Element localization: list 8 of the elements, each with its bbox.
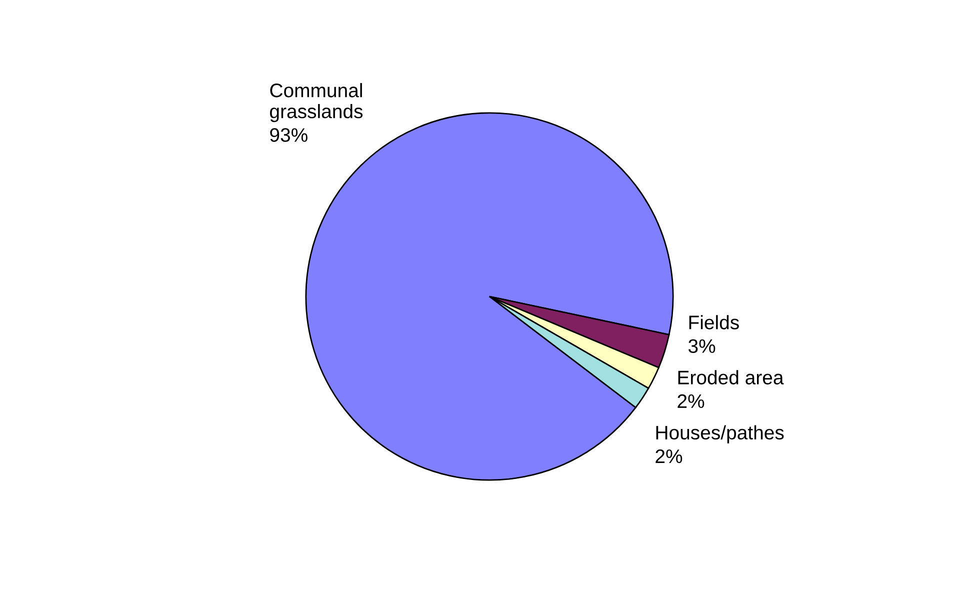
slice-label: Communal grasslands bbox=[270, 83, 363, 122]
slice-label: Eroded area bbox=[678, 370, 784, 384]
data-label: 93% bbox=[270, 128, 308, 142]
slice-label: Houses/pathes bbox=[656, 425, 784, 444]
slice-label: Fields bbox=[689, 315, 739, 330]
data-label: 2% bbox=[678, 394, 704, 408]
data-label: 2% bbox=[656, 449, 682, 464]
data-label: 3% bbox=[688, 339, 716, 353]
